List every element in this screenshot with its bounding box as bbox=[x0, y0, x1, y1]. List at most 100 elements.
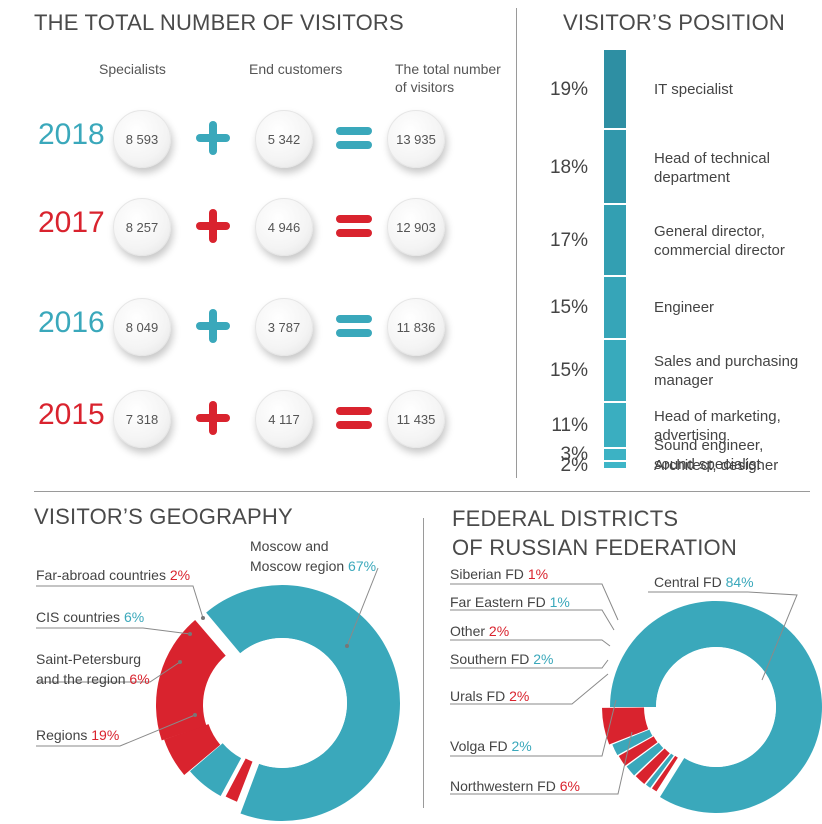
label-urals: Urals FD 2% bbox=[450, 688, 530, 704]
position-label: Sound engineer, sound specialist bbox=[654, 437, 764, 474]
position-label: Engineer bbox=[654, 299, 715, 317]
position-bar-segment bbox=[604, 402, 626, 447]
leader-cis bbox=[36, 627, 191, 635]
slice-fareastern bbox=[645, 753, 674, 788]
position-percent: 3% bbox=[560, 444, 588, 466]
plus-icon bbox=[196, 401, 230, 435]
header-total: The total number of visitors bbox=[395, 61, 501, 95]
plus-icon bbox=[196, 209, 230, 243]
slice-siberian bbox=[651, 755, 678, 792]
total-count: 13 935 bbox=[387, 110, 445, 168]
row-year: 2016 bbox=[38, 306, 105, 339]
leader-siberian bbox=[450, 583, 619, 621]
total-count: 11 836 bbox=[387, 298, 445, 356]
label-regions: Regions 19% bbox=[36, 727, 120, 743]
total-count: 11 435 bbox=[387, 390, 445, 448]
specialists-count: 8 049 bbox=[113, 298, 171, 356]
leader-urals bbox=[450, 673, 609, 705]
slice-northwestern bbox=[602, 707, 649, 745]
equals-icon bbox=[336, 127, 372, 149]
specialists-count: 7 318 bbox=[113, 390, 171, 448]
position-percent: 15% bbox=[549, 297, 588, 319]
position-percent: 11% bbox=[551, 414, 588, 436]
row-year: 2017 bbox=[38, 206, 105, 239]
leader-southern bbox=[450, 659, 609, 669]
position-percent: 2% bbox=[560, 454, 588, 476]
total-count: 12 903 bbox=[387, 198, 445, 256]
plus-icon bbox=[196, 309, 230, 343]
specialists-count: 8 257 bbox=[113, 198, 171, 256]
position-label: General director, commercial director bbox=[654, 223, 785, 260]
position-bar-segment bbox=[604, 276, 626, 338]
plus-icon bbox=[196, 121, 230, 155]
slice-southern bbox=[626, 742, 664, 776]
position-label: Architect, designer bbox=[654, 456, 779, 474]
position-bar-segment bbox=[604, 205, 626, 275]
leader-moscow bbox=[346, 567, 379, 647]
end-customers-count: 4 946 bbox=[255, 198, 313, 256]
label-volga: Volga FD 2% bbox=[450, 738, 532, 754]
slice-spb bbox=[164, 724, 221, 775]
label-fareastern: Far Eastern FD 1% bbox=[450, 594, 570, 610]
header-specialists: Specialists bbox=[99, 61, 166, 77]
geography-donut-hole bbox=[217, 638, 347, 768]
geography-chart bbox=[36, 567, 400, 821]
position-bar-segment bbox=[604, 129, 626, 204]
end-customers-count: 3 787 bbox=[255, 298, 313, 356]
slice-farabroad bbox=[225, 758, 253, 802]
federal-chart bbox=[450, 583, 822, 813]
slice-other bbox=[635, 748, 670, 785]
divider-vertical-bottom bbox=[423, 518, 424, 808]
label-other: Other 2% bbox=[450, 623, 510, 639]
equals-icon bbox=[336, 407, 372, 429]
slice-urals bbox=[618, 736, 658, 766]
leader-central bbox=[648, 591, 798, 681]
federal-title: FEDERAL DISTRICTS OF RUSSIAN FEDERATION bbox=[452, 506, 737, 560]
end-customers-count: 5 342 bbox=[255, 110, 313, 168]
header-end-customers: End customers bbox=[249, 61, 343, 77]
end-customers-count: 4 117 bbox=[255, 390, 313, 448]
federal-donut-hole bbox=[656, 647, 776, 767]
position-percent: 18% bbox=[549, 156, 588, 178]
leader-other bbox=[450, 639, 611, 647]
slice-regions bbox=[156, 619, 226, 741]
visitors-title: THE TOTAL NUMBER OF VISITORS bbox=[34, 10, 404, 35]
leader-regions bbox=[36, 714, 196, 747]
label-spb: Saint-Petersburg and the region 6% bbox=[36, 651, 150, 687]
position-label: IT specialist bbox=[654, 80, 733, 98]
slice-volga bbox=[612, 729, 653, 756]
position-title: VISITOR’S POSITION bbox=[563, 10, 786, 35]
position-bar-segment bbox=[604, 339, 626, 401]
divider-vertical-top bbox=[516, 8, 517, 478]
equals-icon bbox=[336, 315, 372, 337]
position-percent: 17% bbox=[549, 230, 588, 252]
leader-northwestern bbox=[450, 731, 633, 795]
row-year: 2015 bbox=[38, 398, 105, 431]
label-siberian: Siberian FD 1% bbox=[450, 566, 549, 582]
leader-fareastern bbox=[450, 609, 615, 631]
equals-icon bbox=[336, 215, 372, 237]
position-bar-segment bbox=[604, 50, 626, 128]
leader-farabroad bbox=[36, 585, 204, 619]
position-label: Head of technical department bbox=[654, 149, 770, 186]
label-farabroad: Far-abroad countries 2% bbox=[36, 567, 191, 583]
position-label: Sales and purchasing manager bbox=[654, 353, 799, 390]
slice-central bbox=[610, 601, 822, 813]
position-percent: 15% bbox=[549, 360, 588, 382]
row-year: 2018 bbox=[38, 118, 105, 151]
label-central: Central FD 84% bbox=[654, 574, 754, 590]
leader-volga bbox=[450, 699, 617, 757]
specialists-count: 8 593 bbox=[113, 110, 171, 168]
leader-spb bbox=[36, 661, 181, 683]
position-percent: 19% bbox=[549, 78, 588, 100]
position-label: Head of marketing, advertising bbox=[654, 407, 781, 444]
label-southern: Southern FD 2% bbox=[450, 651, 554, 667]
position-bar-segment bbox=[604, 461, 626, 468]
label-moscow: Moscow and Moscow region 67% bbox=[250, 538, 377, 574]
label-cis: CIS countries 6% bbox=[36, 609, 145, 625]
slice-cis bbox=[189, 743, 242, 797]
divider-horizontal bbox=[34, 491, 810, 492]
position-bar-segment bbox=[604, 449, 626, 460]
slice-moscow bbox=[206, 585, 400, 821]
label-northwestern: Northwestern FD 6% bbox=[450, 778, 580, 794]
